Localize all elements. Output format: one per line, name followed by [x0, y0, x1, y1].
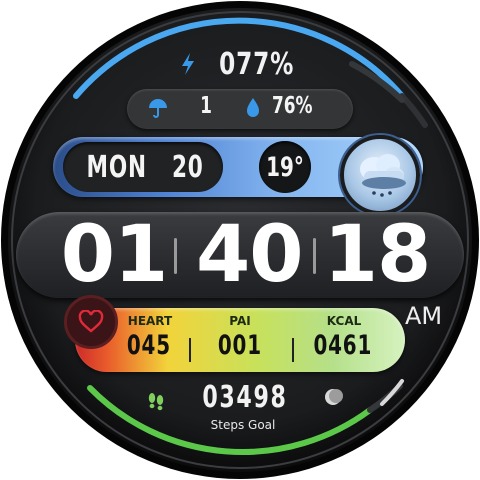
lightning-bolt-icon [182, 53, 195, 75]
battery-percentage: 077% [219, 46, 295, 82]
battery-row: 077% [0, 46, 480, 82]
cloud-rain-icon [360, 154, 406, 197]
kcal-value: 0461 [313, 330, 373, 361]
stat-separator [292, 338, 294, 362]
date-pill [63, 142, 223, 192]
health-stats-bar [75, 308, 405, 372]
umbrella-icon [149, 99, 167, 118]
date-display: MON 20 [63, 142, 223, 192]
time-separator [174, 238, 177, 274]
am-pm-indicator: AM [405, 302, 443, 330]
temperature-value: 19° [266, 151, 304, 183]
minutes-display: 40 [196, 210, 304, 300]
weekday: MON [86, 149, 147, 185]
day-number: 20 [171, 149, 204, 185]
time-separator [313, 238, 316, 274]
water-drop-icon [247, 98, 259, 117]
heart-button[interactable] [64, 295, 118, 349]
weather-condition[interactable] [340, 135, 420, 215]
hours-display: 01 [60, 210, 169, 300]
heart-rate-label: HEART [127, 314, 173, 328]
footprints-icon [148, 393, 164, 411]
kcal-label: KCAL [326, 314, 362, 328]
temperature-display: 19° [259, 141, 311, 193]
heart-icon [78, 310, 104, 333]
humidity-value: 76% [271, 93, 313, 119]
moon-icon [325, 389, 343, 405]
time-bar [16, 212, 464, 298]
stat-separator [189, 338, 191, 362]
steps-arc [87, 385, 373, 455]
seconds-display: 18 [323, 210, 432, 300]
rain-chance-value: 1 [200, 93, 212, 119]
steps-goal-label: Steps Goal [210, 418, 276, 432]
pai-value: 001 [217, 330, 263, 361]
battery-arc [73, 17, 405, 99]
weather-stats-pill [127, 89, 353, 129]
steps-count: 03498 [202, 380, 288, 415]
heart-rate-value: 045 [126, 330, 172, 361]
pai-label: PAI [229, 314, 251, 328]
